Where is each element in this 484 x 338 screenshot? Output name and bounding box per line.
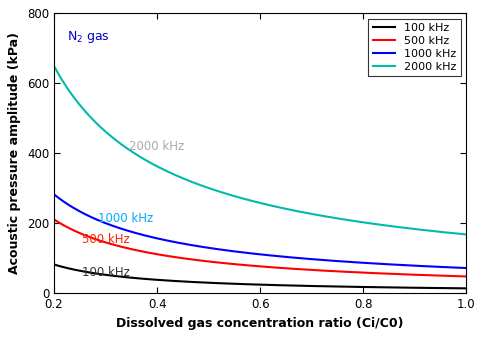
Text: N$_2$ gas: N$_2$ gas [67, 29, 110, 45]
500 kHz [249, 264, 255, 268]
1000 kHz [297, 256, 302, 260]
100 kHz [389, 285, 395, 289]
1000 kHz [249, 251, 255, 256]
100 kHz [247, 282, 253, 286]
1000 kHz [389, 263, 395, 267]
Legend: 100 kHz, 500 kHz, 1000 kHz, 2000 kHz: 100 kHz, 500 kHz, 1000 kHz, 2000 kHz [368, 19, 461, 76]
100 kHz [454, 286, 459, 290]
2000 kHz [249, 199, 255, 203]
500 kHz [274, 266, 280, 270]
100 kHz [464, 286, 469, 290]
Text: 100 kHz: 100 kHz [82, 266, 130, 279]
1000 kHz [51, 192, 57, 196]
1000 kHz [454, 266, 459, 270]
1000 kHz [464, 266, 469, 270]
100 kHz [51, 262, 57, 266]
100 kHz [297, 284, 302, 288]
500 kHz [247, 264, 253, 268]
Line: 500 kHz: 500 kHz [54, 219, 467, 276]
1000 kHz [274, 254, 280, 258]
Line: 1000 kHz: 1000 kHz [54, 194, 467, 268]
2000 kHz [247, 198, 253, 202]
500 kHz [297, 267, 302, 271]
2000 kHz [464, 233, 469, 237]
2000 kHz [389, 224, 395, 228]
2000 kHz [274, 205, 280, 209]
500 kHz [51, 217, 57, 221]
Line: 2000 kHz: 2000 kHz [54, 66, 467, 235]
Text: 2000 kHz: 2000 kHz [129, 141, 184, 153]
1000 kHz [247, 251, 253, 255]
500 kHz [454, 274, 459, 278]
Y-axis label: Acoustic pressure amplitude (kPa): Acoustic pressure amplitude (kPa) [8, 32, 21, 274]
500 kHz [464, 274, 469, 279]
100 kHz [274, 283, 280, 287]
Text: 1000 kHz: 1000 kHz [98, 212, 153, 225]
2000 kHz [454, 232, 459, 236]
X-axis label: Dissolved gas concentration ratio (Ci/C0): Dissolved gas concentration ratio (Ci/C0… [117, 317, 404, 330]
500 kHz [389, 272, 395, 276]
Text: 500 kHz: 500 kHz [82, 233, 130, 246]
Line: 100 kHz: 100 kHz [54, 264, 467, 288]
2000 kHz [297, 210, 302, 214]
2000 kHz [51, 64, 57, 68]
100 kHz [249, 282, 255, 286]
